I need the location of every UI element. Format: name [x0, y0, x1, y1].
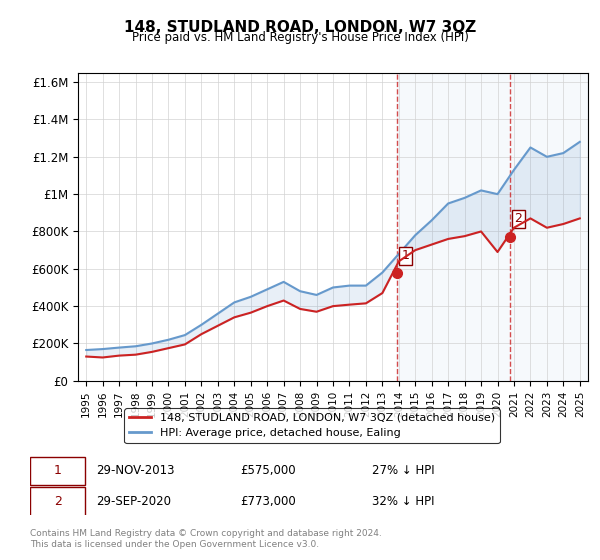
Text: 29-SEP-2020: 29-SEP-2020: [96, 495, 171, 508]
FancyBboxPatch shape: [30, 457, 85, 485]
Bar: [397, 73, 588, 381]
Legend: 148, STUDLAND ROAD, LONDON, W7 3QZ (detached house), HPI: Average price, detache: 148, STUDLAND ROAD, LONDON, W7 3QZ (deta…: [124, 408, 500, 443]
Text: £773,000: £773,000: [240, 495, 296, 508]
Text: 2: 2: [53, 495, 62, 508]
FancyBboxPatch shape: [30, 487, 85, 516]
Text: 27% ↓ HPI: 27% ↓ HPI: [372, 464, 435, 477]
Text: Contains HM Land Registry data © Crown copyright and database right 2024.
This d: Contains HM Land Registry data © Crown c…: [30, 529, 382, 549]
Text: £575,000: £575,000: [240, 464, 295, 477]
Text: 29-NOV-2013: 29-NOV-2013: [96, 464, 175, 477]
Text: Price paid vs. HM Land Registry's House Price Index (HPI): Price paid vs. HM Land Registry's House …: [131, 31, 469, 44]
Text: 32% ↓ HPI: 32% ↓ HPI: [372, 495, 435, 508]
Text: 148, STUDLAND ROAD, LONDON, W7 3QZ: 148, STUDLAND ROAD, LONDON, W7 3QZ: [124, 20, 476, 35]
Text: 1: 1: [401, 249, 409, 262]
Text: 1: 1: [53, 464, 62, 477]
Text: 2: 2: [514, 212, 522, 225]
